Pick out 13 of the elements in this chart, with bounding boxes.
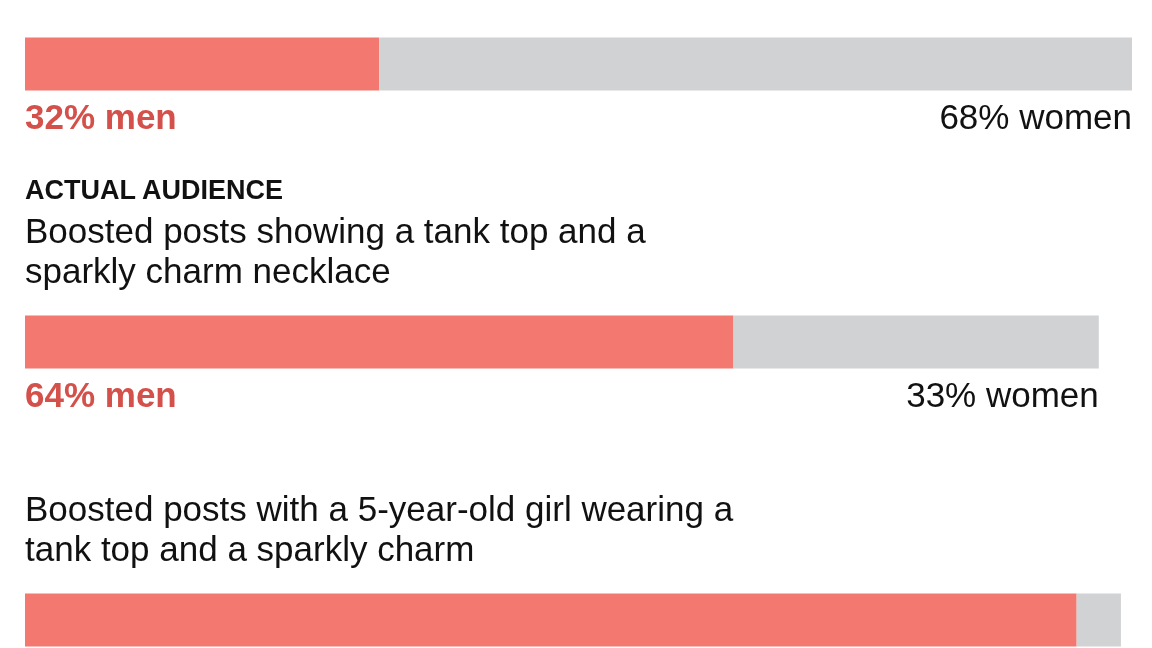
bar — [1076, 593, 1121, 647]
bar — [379, 37, 1132, 91]
data-label: 68% women — [939, 96, 1132, 136]
y-tick-label: Boosted posts showing a tank top and a sparkly charm necklace — [25, 210, 656, 290]
bar — [25, 593, 1077, 647]
annotation: ACTUAL AUDIENCE — [25, 174, 284, 205]
y-tick-label: Boosted posts with a 5-year-old girl wearing a tank top and a sparkly charm — [25, 488, 743, 568]
bar — [25, 315, 734, 369]
data-label: 64% men — [25, 374, 177, 414]
bar — [25, 37, 380, 91]
bar — [733, 315, 1099, 369]
data-label: 33% women — [906, 374, 1099, 414]
data-label: 32% men — [25, 96, 177, 136]
